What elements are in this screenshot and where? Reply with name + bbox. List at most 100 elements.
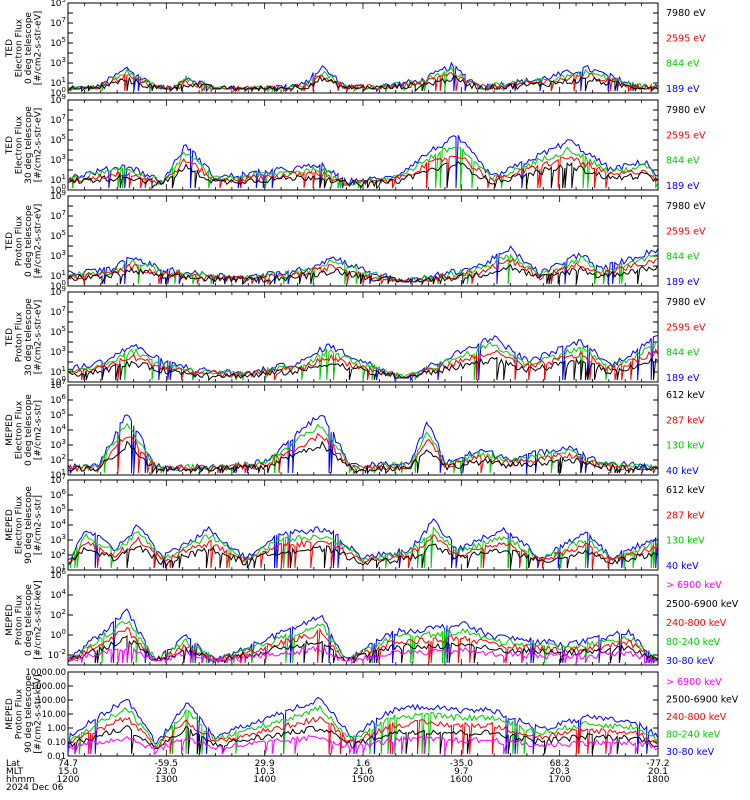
time-tick-label: 1300 [155,775,178,785]
legend-entry: 612 keV [666,485,705,496]
legend-entry: 40 keV [666,561,699,572]
ylabel-line: [#/cm2-s-str-keV] [34,674,44,753]
ylabel-line: MEPED [5,414,15,446]
ytick-label: 105 [50,325,66,338]
ylabel-line: MEPED [5,604,15,636]
ytick-label: 107 [50,16,66,29]
ytick-label: 102 [50,548,66,561]
mlt-tick-label: 9.7 [454,767,468,777]
ytick-label: 101 [50,365,66,378]
time-tick-label: 1600 [450,775,473,785]
trace-000000 [68,725,658,755]
legend-entry: > 6900 keV [666,580,722,591]
ytick-label: 105 [50,229,66,242]
ylabel-line: 0 deg telescope [24,394,34,466]
lat-tick-label: -77.2 [646,759,669,769]
mlt-tick-label: 23.0 [156,767,176,777]
legend-entry: 2595 eV [666,33,706,44]
mlt-tick-label: 10.3 [255,767,275,777]
legend-entry: 240-800 keV [666,712,727,723]
data-traces [68,696,658,756]
ytick-label: 103 [50,345,66,358]
ytick-label: 103 [50,56,66,69]
legend-entry: 844 eV [666,348,700,359]
panel-frame [67,99,659,191]
legend-entry: 7980 eV [666,8,706,19]
trace-000000 [68,75,658,93]
time-tick-label: 1200 [57,775,80,785]
data-traces [68,518,658,569]
legend-entry: 40 keV [666,466,699,477]
trace-000000 [68,161,658,190]
legend-entry: 2500-6900 keV [666,599,739,610]
time-tick-label: 1700 [548,775,571,785]
ytick-label: 109 [50,93,66,106]
trace-ff00ff [68,734,658,756]
panel-5: 101 102 103 104 105 106 107 MEPED Electron Flux 0… [5,378,705,481]
ylabel-line: Proton Flux [15,311,25,362]
ylabel-line: TED [5,136,15,155]
ytick-label: 1000.00 [31,682,66,692]
ytick-label: 1.00 [47,724,66,734]
data-traces [68,335,658,382]
ylabel-line: MEPED [5,509,15,541]
ytick-label: 100 [50,183,66,196]
mlt-tick-label: 20.1 [648,767,668,777]
trace-000000 [68,543,658,569]
ylabel-line: Electron Flux [15,115,25,174]
ytick-label: 103 [50,153,66,166]
ylabel-line: [#/cm2-s-str-keV] [34,580,44,659]
ylabel-line: MEPED [5,698,15,730]
time-tick-label: 1400 [253,775,276,785]
ylabel-line: 30 deg telescope [24,106,34,184]
legend-entry: 189 eV [666,277,700,288]
trace-0000ff [68,608,658,665]
panel-frame [67,384,659,476]
ytick-label: 106 [50,393,66,406]
ylabel-line: Proton Flux [15,688,25,739]
ylabel-line: Electron Flux [15,495,25,554]
legend-entry: 189 eV [666,84,700,95]
ylabel-line: TED [5,232,15,251]
ylabel-line: [#/cm2-s-str-eV] [34,300,44,375]
legend-entry: 80-240 keV [666,637,721,648]
ytick-label: 107 [50,305,66,318]
time-tick-label: 1800 [647,775,670,785]
ytick-label: 100 [50,86,66,99]
ylabel-line: 30 deg telescope [24,298,34,376]
legend-entry: > 6900 keV [666,677,722,688]
legend-entry: 287 keV [666,415,705,426]
ytick-label: 107 [50,113,66,126]
ylabel-line: 90 deg telescope [24,675,34,753]
legend-entry: 30-80 keV [666,747,715,758]
trace-000000 [68,263,658,286]
ytick-label: 105 [50,408,66,421]
ytick-label: 102 [50,453,66,466]
lat-tick-label: 74.7 [58,759,78,769]
trace-0000ff [68,696,658,755]
ytick-label: 104 [50,423,66,436]
legend-entry: 7980 eV [666,201,706,212]
ytick-label: 103 [50,533,66,546]
ytick-label: 109 [50,285,66,298]
data-traces [68,245,658,286]
ytick-label: 102 [50,608,66,621]
trace-0000ff [68,414,658,475]
data-traces [68,135,658,190]
legend-entry: 612 keV [666,390,705,401]
ytick-label: 10-2 [48,648,66,661]
ylabel-line: [#/cm2-s-str-eV] [34,108,44,183]
data-traces [68,608,658,665]
ytick-label: 107 [50,378,66,391]
ylabel-line: Electron Flux [15,18,25,77]
ytick-label: 106 [50,488,66,501]
trace-ff0000 [68,716,658,755]
data-traces [68,61,658,93]
panel-8: 0.01 0.10 1.00 10.00 100.00 1000.00 10000.00 ME… [5,668,739,762]
ytick-label: 101 [50,269,66,282]
trace-00cc00 [68,422,658,474]
legend-entry: 240-800 keV [666,618,727,629]
mlt-tick-label: 20.3 [550,767,570,777]
